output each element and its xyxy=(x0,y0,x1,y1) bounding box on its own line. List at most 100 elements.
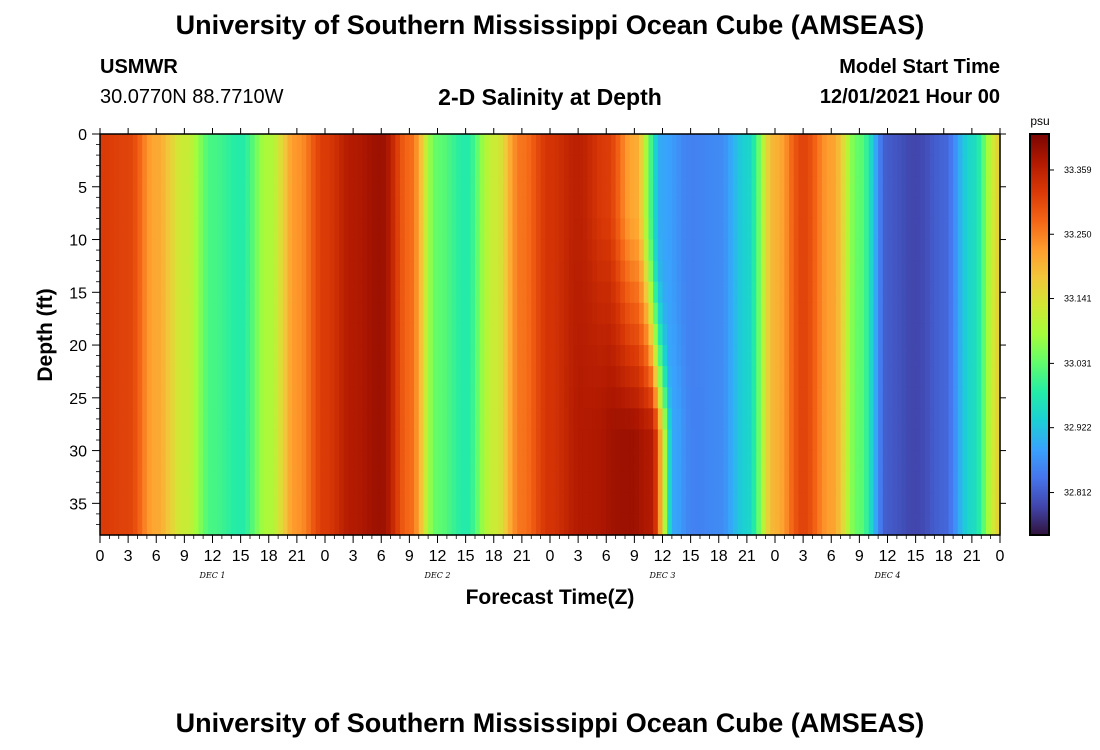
heatmap-cell xyxy=(109,471,115,494)
heatmap-cell xyxy=(400,197,406,220)
heatmap-cell xyxy=(629,239,635,262)
heatmap-cell xyxy=(648,387,654,409)
heatmap-cell xyxy=(409,429,415,452)
heatmap-cell xyxy=(442,176,448,198)
heatmap-cell xyxy=(671,429,678,452)
heatmap-cell xyxy=(287,345,293,367)
heatmap-cell xyxy=(807,323,814,346)
heatmap-cell xyxy=(531,155,537,177)
heatmap-cell xyxy=(967,155,973,177)
heatmap-cell xyxy=(826,366,832,388)
heatmap-cell xyxy=(526,513,532,536)
heatmap-cell xyxy=(807,345,814,367)
heatmap-cell xyxy=(681,323,687,346)
heatmap-cell xyxy=(231,302,237,325)
heatmap-cell xyxy=(625,281,631,304)
heatmap-cell xyxy=(639,134,645,156)
heatmap-cell xyxy=(254,239,260,262)
heatmap-cell xyxy=(428,492,434,515)
heatmap-cell xyxy=(498,471,504,494)
heatmap-cell xyxy=(850,155,856,177)
heatmap-cell xyxy=(962,492,968,515)
heatmap-cell xyxy=(404,260,410,283)
heatmap-cell xyxy=(850,239,856,262)
heatmap-cell xyxy=(625,323,631,346)
heatmap-cell xyxy=(114,471,120,494)
heatmap-cell xyxy=(554,345,560,367)
heatmap-cell xyxy=(807,450,814,473)
heatmap-cell xyxy=(554,239,560,262)
heatmap-cell xyxy=(667,429,673,452)
heatmap-cell xyxy=(578,155,584,177)
heatmap-cell xyxy=(625,176,631,198)
heatmap-cell xyxy=(339,134,345,156)
heatmap-cell xyxy=(568,408,575,431)
heatmap-cell xyxy=(498,387,504,409)
heatmap-cell xyxy=(268,450,275,473)
heatmap-cell xyxy=(798,176,804,198)
heatmap-cell xyxy=(278,134,284,156)
heatmap-cell xyxy=(217,471,223,494)
heatmap-cell xyxy=(835,197,842,220)
heatmap-cell xyxy=(568,387,575,409)
heatmap-cell xyxy=(235,260,242,283)
heatmap-cell xyxy=(395,281,401,304)
heatmap-cell xyxy=(953,155,959,177)
heatmap-cell xyxy=(971,513,978,536)
heatmap-cell xyxy=(962,429,968,452)
heatmap-cell xyxy=(278,492,284,515)
heatmap-cell xyxy=(573,429,579,452)
heatmap-cell xyxy=(732,134,739,156)
heatmap-cell xyxy=(939,450,945,473)
heatmap-cell xyxy=(535,176,542,198)
heatmap-cell xyxy=(943,197,950,220)
heatmap-cell xyxy=(737,471,743,494)
heatmap-cell xyxy=(850,134,856,156)
heatmap-cell xyxy=(582,302,589,325)
heatmap-cell xyxy=(737,387,743,409)
heatmap-cell xyxy=(812,450,818,473)
heatmap-cell xyxy=(470,513,476,536)
heatmap-cell xyxy=(620,408,626,431)
heatmap-cell xyxy=(348,408,354,431)
heatmap-cell xyxy=(610,176,617,198)
heatmap-cell xyxy=(264,345,270,367)
heatmap-cell xyxy=(414,429,420,452)
heatmap-cell xyxy=(535,281,542,304)
heatmap-cell xyxy=(240,471,246,494)
heatmap-cell xyxy=(564,323,570,346)
heatmap-cell xyxy=(657,281,664,304)
heatmap-cell xyxy=(967,197,973,220)
heatmap-cell xyxy=(953,197,959,220)
heatmap-cell xyxy=(873,366,879,388)
heatmap-cell xyxy=(568,513,575,536)
heatmap-cell xyxy=(414,281,420,304)
heatmap-cell xyxy=(540,155,546,177)
heatmap-cell xyxy=(362,281,368,304)
heatmap-cell xyxy=(521,429,528,452)
heatmap-cell xyxy=(503,176,509,198)
heatmap-cell xyxy=(896,155,903,177)
heatmap-cell xyxy=(807,302,814,325)
heatmap-cell xyxy=(184,134,190,156)
heatmap-cell xyxy=(540,513,546,536)
heatmap-cell xyxy=(442,155,448,177)
heatmap-cell xyxy=(939,471,945,494)
heatmap-cell xyxy=(732,345,739,367)
heatmap-cell xyxy=(123,492,129,515)
heatmap-cell xyxy=(695,429,701,452)
heatmap-cell xyxy=(615,492,621,515)
heatmap-cell xyxy=(475,387,481,409)
heatmap-cell xyxy=(779,323,785,346)
heatmap-cell xyxy=(156,239,162,262)
heatmap-cell xyxy=(259,176,265,198)
heatmap-cell xyxy=(118,302,125,325)
heatmap-cell xyxy=(910,387,917,409)
heatmap-cell xyxy=(104,450,110,473)
heatmap-cell xyxy=(700,218,706,241)
heatmap-cell xyxy=(404,513,410,536)
heatmap-cell xyxy=(817,176,823,198)
heatmap-cell xyxy=(381,176,387,198)
heatmap-cell xyxy=(915,429,921,452)
heatmap-cell xyxy=(240,366,246,388)
